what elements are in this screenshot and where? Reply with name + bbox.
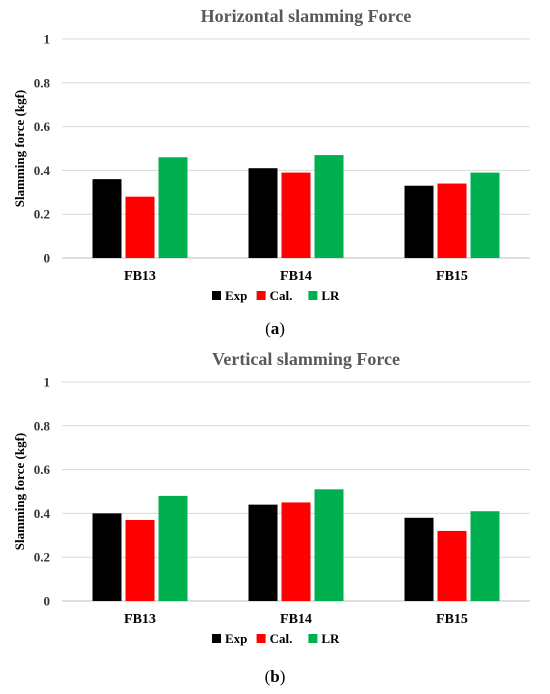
chart-b-y-tick-label: 0.4 [34,506,51,521]
chart-b-bar-exp-fb15 [404,517,434,601]
chart-a-category-label: FB13 [124,269,156,284]
chart-b-caption-close: ) [280,667,286,686]
chart-b-legend-label: Cal. [270,631,293,646]
chart-a-y-tick-label: 0.8 [34,75,51,90]
chart-a-title: Horizontal slamming Force [201,6,412,26]
chart-b-bar-cal-fb15 [437,530,467,601]
chart-a-bar-exp-fb13 [92,179,122,258]
chart-b-category-label: FB13 [124,612,156,627]
chart-b-legend-swatch [256,634,266,643]
chart-b-y-tick-label: 0.8 [34,418,51,433]
chart-b-category-label: FB15 [436,612,468,627]
chart-b-caption: (b) [265,667,286,686]
chart-b-y-tick-label: 0.6 [34,462,51,477]
chart-a-bar-cal-fb15 [437,183,467,258]
chart-panel-a: Horizontal slamming Force 0 0.2 0.4 0.6 0.8 1 S… [0,0,550,346]
chart-a-bar-lr-fb15 [470,172,500,258]
chart-a-legend-label: Exp [225,288,247,303]
chart-b-legend-label: LR [321,631,340,646]
chart-a-legend-label: LR [321,288,340,303]
chart-b-y-tick-label: 1 [44,375,51,390]
chart-a-y-tick-label: 0.4 [34,163,51,178]
chart-a-bar-lr-fb14 [314,155,344,258]
chart-b-y-axis-title: Slamming force (kgf) [12,433,27,550]
chart-b-bar-lr-fb15 [470,511,500,601]
chart-b-title: Vertical slamming Force [212,349,400,369]
chart-a-y-tick-label: 0.6 [34,119,51,134]
chart-a-bar-cal-fb13 [125,196,155,258]
chart-a-bar-cal-fb14 [281,172,311,258]
chart-b-bar-exp-fb13 [92,513,122,601]
chart-a-legend-swatch [308,291,318,300]
chart-b-y-tick-label: 0 [44,594,51,609]
chart-a-bar-exp-fb15 [404,185,434,258]
chart-a-legend-swatch [256,291,266,300]
chart-a-y-tick-label: 1 [44,32,51,47]
chart-a-legend-swatch [212,291,221,300]
chart-a-legend-label: Cal. [270,288,293,303]
chart-a-category-label: FB14 [280,269,312,284]
chart-b-y-tick-label: 0.2 [34,550,50,565]
chart-panel-b: Vertical slamming Force 0 0.2 0.4 0.6 0.8 1 Sla… [0,346,550,694]
chart-a-bar-lr-fb13 [158,157,188,258]
chart-a-caption-close: ) [279,319,285,338]
chart-a-bar-exp-fb14 [248,168,278,258]
chart-b-bar-cal-fb14 [281,502,311,601]
chart-b-legend-swatch [212,634,221,643]
chart-b-svg: Vertical slamming Force 0 0.2 0.4 0.6 0.8 1 Sla… [12,349,530,686]
chart-b-bar-exp-fb14 [248,504,278,601]
chart-b-bar-lr-fb13 [158,495,188,601]
chart-a-y-tick-label: 0 [44,251,51,266]
chart-b-bar-cal-fb13 [125,519,155,601]
chart-a-y-tick-label: 0.2 [34,207,50,222]
chart-b-category-label: FB14 [280,612,312,627]
chart-b-bar-lr-fb14 [314,489,344,601]
chart-b-caption-letter: b [270,667,279,686]
chart-a-y-axis-title: Slamming force (kgf) [12,90,27,207]
chart-a-svg: Horizontal slamming Force 0 0.2 0.4 0.6 0.8 1 S… [12,6,530,338]
chart-b-caption-open: ( [265,667,271,686]
chart-a-category-label: FB15 [436,269,468,284]
chart-a-caption-open: ( [265,319,271,338]
chart-a-caption-letter: a [271,319,280,338]
chart-b-legend-label: Exp [225,631,247,646]
chart-b-legend-swatch [308,634,318,643]
chart-a-caption: (a) [265,319,285,338]
